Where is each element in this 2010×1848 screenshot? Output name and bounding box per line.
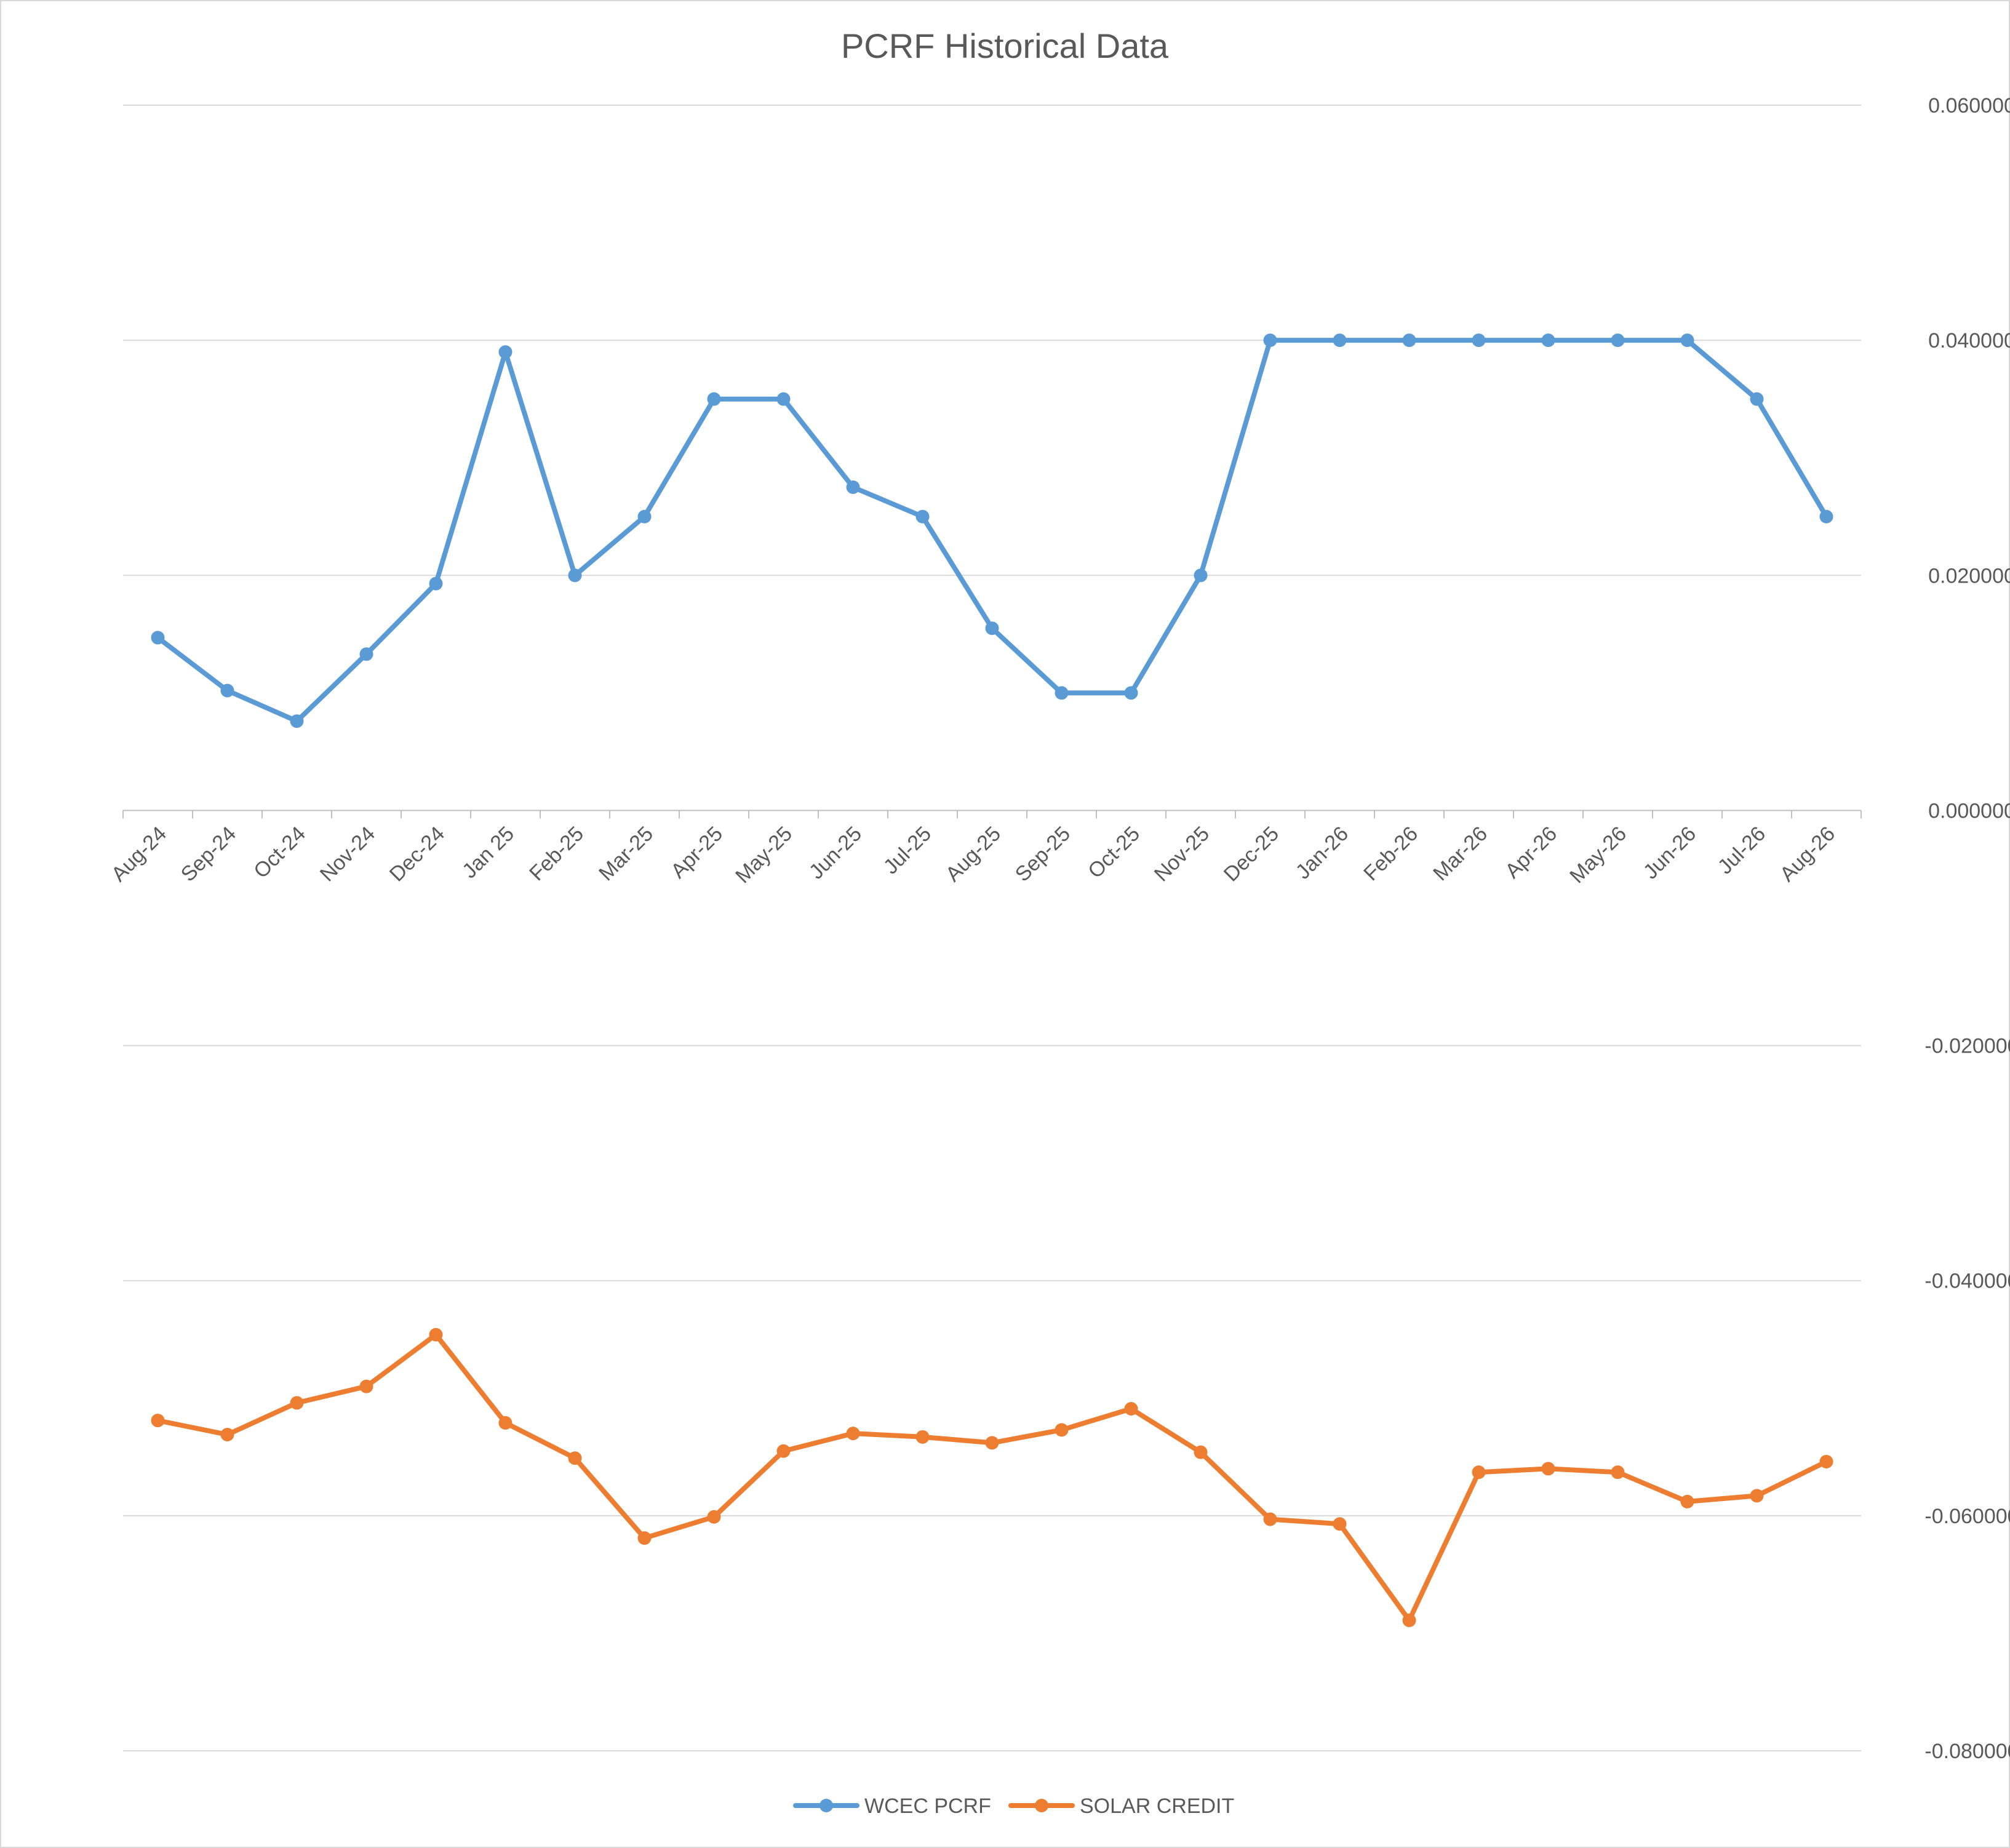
data-point-solar-credit bbox=[151, 1414, 165, 1428]
chart-title: PCRF Historical Data bbox=[841, 26, 1169, 65]
data-point-solar-credit bbox=[1819, 1454, 1833, 1468]
data-point-wcec-pcrf bbox=[707, 392, 721, 406]
data-point-wcec-pcrf bbox=[1124, 686, 1138, 700]
data-point-solar-credit bbox=[1750, 1489, 1764, 1503]
series-solar-credit bbox=[151, 1328, 1833, 1627]
data-point-solar-credit bbox=[429, 1328, 443, 1342]
data-point-wcec-pcrf bbox=[290, 714, 304, 728]
data-point-wcec-pcrf bbox=[568, 568, 582, 583]
x-tick-label: Aug-26 bbox=[1776, 822, 1840, 886]
x-tick-label: Mar-25 bbox=[594, 822, 658, 885]
data-point-solar-credit bbox=[776, 1444, 791, 1458]
data-point-solar-credit bbox=[1611, 1465, 1625, 1480]
data-point-solar-credit bbox=[637, 1531, 652, 1545]
data-point-solar-credit bbox=[1680, 1494, 1694, 1508]
x-tick-label: Jul-25 bbox=[879, 822, 936, 878]
y-tick-label: 0.060000 bbox=[1928, 94, 2010, 117]
series-line-solar-credit bbox=[155, 1332, 1829, 1623]
series-line-wcec-pcrf bbox=[155, 338, 1829, 724]
x-tick-label: Jan-26 bbox=[1291, 822, 1353, 883]
data-point-wcec-pcrf bbox=[915, 509, 930, 524]
x-tick-label: Aug-25 bbox=[941, 822, 1005, 886]
y-tick-label: -0.020000 bbox=[1924, 1035, 2010, 1058]
data-point-wcec-pcrf bbox=[846, 480, 860, 494]
y-tick-label: -0.040000 bbox=[1924, 1270, 2010, 1293]
data-point-solar-credit bbox=[359, 1379, 373, 1393]
y-tick-label: -0.060000 bbox=[1924, 1505, 2010, 1528]
data-point-wcec-pcrf bbox=[1472, 333, 1486, 348]
data-point-wcec-pcrf bbox=[776, 392, 791, 406]
data-point-solar-credit bbox=[707, 1510, 721, 1524]
legend-label-wcec-pcrf: WCEC PCRF bbox=[864, 1794, 991, 1818]
data-point-solar-credit bbox=[1541, 1462, 1555, 1476]
data-point-wcec-pcrf bbox=[151, 631, 165, 645]
data-point-solar-credit bbox=[220, 1428, 234, 1442]
data-point-wcec-pcrf bbox=[1541, 333, 1555, 348]
y-tick-label: -0.080000 bbox=[1924, 1740, 2010, 1763]
y-tick-label: 0.040000 bbox=[1928, 329, 2010, 352]
data-point-solar-credit bbox=[1194, 1445, 1208, 1459]
gridlines bbox=[123, 105, 1861, 1751]
data-point-wcec-pcrf bbox=[1819, 509, 1833, 524]
data-point-solar-credit bbox=[498, 1416, 512, 1430]
x-tick-label: Mar-26 bbox=[1429, 822, 1492, 885]
data-point-wcec-pcrf bbox=[1333, 333, 1347, 348]
x-tick-label: Nov-25 bbox=[1150, 822, 1214, 886]
data-point-solar-credit bbox=[1402, 1613, 1416, 1627]
series-wcec-pcrf bbox=[151, 333, 1833, 728]
data-point-solar-credit bbox=[915, 1430, 930, 1444]
x-tick-label: Aug-24 bbox=[107, 822, 171, 886]
data-point-solar-credit bbox=[846, 1427, 860, 1441]
data-point-wcec-pcrf bbox=[498, 345, 512, 359]
y-tick-label: 0.020000 bbox=[1928, 564, 2010, 587]
x-tick-label: May-26 bbox=[1565, 822, 1631, 888]
data-point-wcec-pcrf bbox=[1611, 333, 1625, 348]
x-tick-label: Jun-26 bbox=[1639, 822, 1701, 883]
y-axis: 0.060000 0.040000 0.020000 0.000000 -0.02000… bbox=[1924, 94, 2010, 1763]
x-tick-label: Oct-25 bbox=[1083, 822, 1144, 883]
x-tick-label: Sep-25 bbox=[1011, 822, 1075, 886]
x-tick-label: Dec-24 bbox=[385, 822, 449, 886]
data-point-wcec-pcrf bbox=[637, 509, 652, 524]
x-axis: Aug-24 Sep-24 Oct-24 Nov-24 Dec-24 Jan 25 Feb-… bbox=[107, 810, 1862, 888]
data-point-solar-credit bbox=[1472, 1465, 1486, 1480]
data-point-wcec-pcrf bbox=[1263, 333, 1277, 348]
data-point-wcec-pcrf bbox=[1750, 392, 1764, 406]
data-point-solar-credit bbox=[568, 1451, 582, 1465]
x-tick-label: Jun-25 bbox=[805, 822, 866, 883]
data-point-wcec-pcrf bbox=[1055, 686, 1069, 700]
data-point-wcec-pcrf bbox=[359, 647, 373, 661]
y-tick-label: 0.000000 bbox=[1928, 799, 2010, 822]
x-tick-label: Apr-25 bbox=[666, 822, 727, 883]
data-point-solar-credit bbox=[1333, 1517, 1347, 1531]
data-point-wcec-pcrf bbox=[220, 683, 234, 698]
legend-label-solar-credit: SOLAR CREDIT bbox=[1080, 1794, 1234, 1818]
x-tick-label: Feb-25 bbox=[525, 822, 588, 885]
data-point-wcec-pcrf bbox=[429, 576, 443, 591]
x-tick-label: Apr-26 bbox=[1501, 822, 1561, 883]
x-tick-label: Sep-24 bbox=[177, 822, 241, 886]
data-point-wcec-pcrf bbox=[1402, 333, 1416, 348]
data-point-solar-credit bbox=[1124, 1401, 1138, 1416]
data-point-wcec-pcrf bbox=[1680, 333, 1694, 348]
x-tick-label: Jan 25 bbox=[458, 822, 519, 883]
x-tick-label: Jul-26 bbox=[1713, 822, 1770, 878]
x-tick-label: Feb-26 bbox=[1359, 822, 1422, 885]
x-tick-label: Oct-24 bbox=[249, 822, 310, 883]
x-tick-label: Nov-24 bbox=[316, 822, 380, 886]
legend-marker-wcec-pcrf bbox=[820, 1799, 833, 1812]
data-point-solar-credit bbox=[1055, 1423, 1069, 1437]
data-point-wcec-pcrf bbox=[1194, 568, 1208, 583]
legend-marker-solar-credit bbox=[1035, 1799, 1048, 1812]
data-point-wcec-pcrf bbox=[985, 621, 999, 635]
x-tick-label: May-25 bbox=[731, 822, 797, 888]
x-tick-label: Dec-25 bbox=[1219, 822, 1283, 886]
data-point-solar-credit bbox=[290, 1396, 304, 1410]
data-point-solar-credit bbox=[985, 1436, 999, 1450]
series-layer bbox=[151, 333, 1833, 1627]
legend: WCEC PCRF SOLAR CREDIT bbox=[793, 1794, 1234, 1818]
data-point-solar-credit bbox=[1263, 1512, 1277, 1526]
